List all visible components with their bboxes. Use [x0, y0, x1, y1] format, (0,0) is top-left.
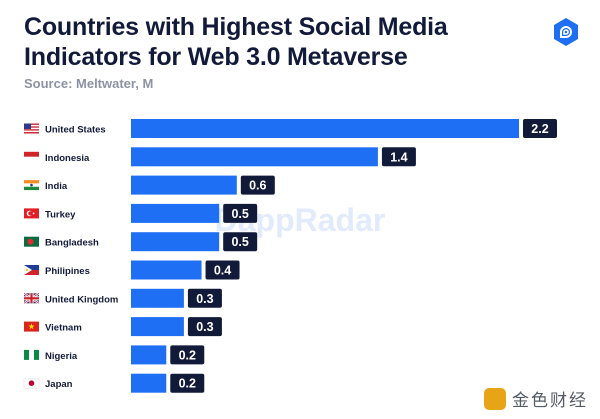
category-label: Japan: [45, 379, 73, 390]
value-label: 0.4: [214, 264, 231, 278]
japan-flag-icon: [23, 377, 40, 389]
bar: [131, 119, 519, 138]
value-label: 1.4: [390, 150, 407, 164]
category-label: Vietnam: [45, 323, 82, 334]
bar: [131, 232, 220, 252]
bar-row: Nigeria 0.2: [24, 345, 205, 365]
chart-title: Countries with Highest Social Media Indi…: [24, 13, 448, 71]
bar-row: Vietnam 0.3: [24, 317, 222, 337]
bar: [131, 175, 237, 195]
corner-watermark-text: 金色财经: [512, 391, 588, 411]
category-label: Philipines: [45, 266, 90, 277]
corner-watermark: 金色财经: [484, 386, 588, 411]
category-label: Turkey: [45, 209, 76, 220]
india-flag-icon: [24, 180, 39, 191]
bar-row: United States 2.2: [24, 119, 557, 138]
vietnam-flag-icon: [24, 321, 39, 332]
value-label-box: [187, 288, 222, 308]
value-label: 0.2: [179, 348, 196, 362]
bar-row: India 0.6: [24, 175, 275, 195]
indonesia-flag-icon: [24, 151, 39, 162]
bar-row: Bangladesh 0.5: [24, 232, 258, 252]
jinse-logo-icon: [484, 387, 506, 410]
category-label: United Kingdom: [45, 294, 118, 305]
bar-row: Indonesia 1.4: [24, 147, 416, 167]
value-label-box: [381, 147, 416, 167]
bar: [131, 317, 184, 337]
value-label-box: [240, 175, 275, 195]
value-label: 0.3: [196, 320, 213, 334]
category-label: Nigeria: [45, 351, 78, 362]
value-label-box: [523, 119, 557, 138]
category-label: India: [45, 181, 68, 192]
bar-row: Turkey 0.5: [24, 203, 258, 223]
value-label: 2.2: [531, 122, 548, 136]
philippines-flag-icon: [24, 265, 39, 275]
category-label: United States: [45, 125, 106, 136]
turkey-flag-icon: [24, 208, 39, 219]
bar: [131, 203, 220, 223]
value-label-box: [187, 317, 222, 337]
value-label: 0.2: [179, 377, 196, 391]
uk-flag-icon: [23, 292, 40, 305]
bar: [131, 147, 378, 167]
bar: [131, 373, 167, 393]
bangladesh-flag-icon: [24, 236, 39, 247]
value-label-box: [205, 260, 240, 280]
bar: [131, 288, 184, 308]
value-label: 0.6: [249, 179, 266, 193]
dappradar-logo-icon: [554, 18, 578, 46]
bar: [131, 260, 202, 280]
bar-row: Philipines 0.4: [24, 260, 240, 280]
category-label: Bangladesh: [45, 238, 99, 249]
value-label-box: [223, 232, 258, 252]
chart-source: Source: Meltwater, M: [24, 76, 154, 91]
value-label-box: [170, 373, 205, 393]
bar: [131, 345, 167, 365]
bar-row: Japan 0.2: [23, 373, 205, 393]
value-label-box: [223, 203, 258, 223]
value-label: 0.5: [231, 207, 248, 221]
bar-row: United Kingdom 0.3: [23, 288, 222, 308]
value-label: 0.5: [231, 235, 248, 249]
category-label: Indonesia: [45, 153, 90, 164]
value-label: 0.3: [196, 292, 213, 306]
us-flag-icon: [24, 123, 39, 134]
value-label-box: [170, 345, 205, 365]
nigeria-flag-icon: [24, 349, 39, 360]
